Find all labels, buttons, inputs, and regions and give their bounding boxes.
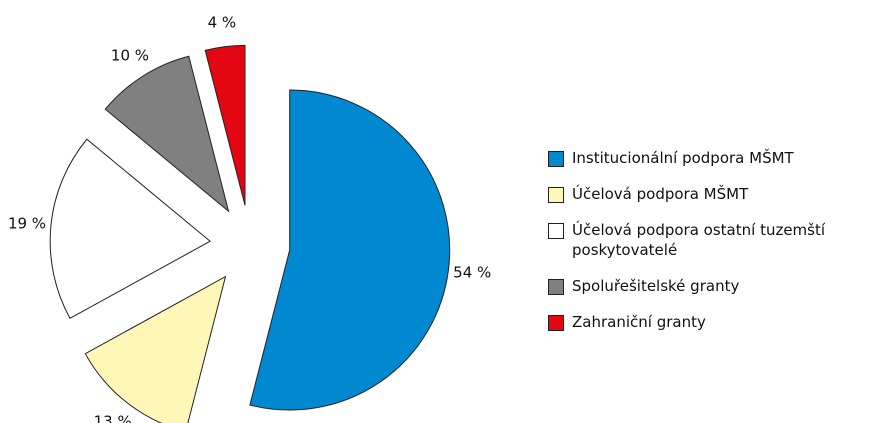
data-label: 4 %	[208, 13, 237, 31]
data-label: 19 %	[8, 214, 46, 232]
legend-item: Zahraniční granty	[548, 312, 868, 332]
legend-item: Spoluřešitelské granty	[548, 276, 868, 296]
legend-label: Zahraniční granty	[572, 313, 706, 331]
legend-swatch	[548, 223, 564, 239]
pie-slice	[84, 275, 227, 423]
data-label: 54 %	[453, 264, 491, 282]
legend-item: Účelová podpora MŠMT	[548, 184, 868, 204]
pie-slice	[204, 44, 246, 206]
legend: Institucionální podpora MŠMT Účelová podp…	[548, 148, 868, 348]
legend-swatch	[548, 151, 564, 167]
legend-item: Institucionální podpora MŠMT	[548, 148, 868, 168]
legend-label: Účelová podpora ostatní tuzemští poskyto…	[572, 221, 826, 259]
legend-item: Účelová podpora ostatní tuzemští poskyto…	[548, 220, 868, 260]
pie-slice	[249, 89, 451, 411]
legend-swatch	[548, 315, 564, 331]
data-label: 10 %	[111, 46, 149, 64]
legend-label: Účelová podpora MŠMT	[572, 185, 749, 203]
legend-label: Institucionální podpora MŠMT	[572, 149, 794, 167]
legend-label: Spoluřešitelské granty	[572, 277, 740, 295]
legend-swatch	[548, 187, 564, 203]
pie-slice	[104, 55, 230, 213]
pie-slice	[49, 138, 212, 319]
data-label: 13 %	[94, 412, 132, 423]
legend-swatch	[548, 279, 564, 295]
